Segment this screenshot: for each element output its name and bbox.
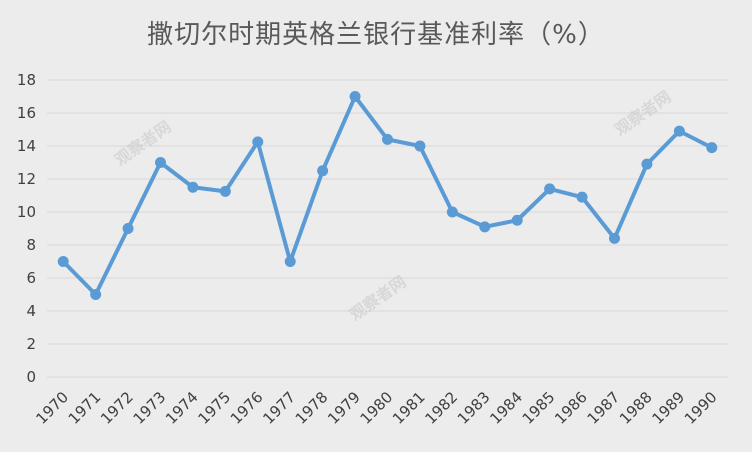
y-tick-label: 12: [17, 170, 36, 188]
data-point: [252, 136, 264, 148]
data-point: [511, 214, 523, 226]
x-tick-label: 1990: [681, 388, 721, 428]
data-point: [544, 183, 556, 195]
data-point: [414, 140, 426, 152]
x-tick-label: 1983: [454, 388, 494, 428]
data-point: [446, 206, 458, 218]
x-tick-label: 1975: [194, 388, 234, 428]
x-tick-label: 1980: [357, 388, 397, 428]
x-tick-label: 1970: [32, 388, 72, 428]
x-tick-label: 1982: [421, 388, 461, 428]
data-point: [609, 232, 620, 244]
x-tick-label: 1974: [162, 388, 202, 428]
series-rate: [57, 91, 718, 300]
gridlines: [47, 79, 728, 378]
x-tick-label: 1976: [227, 388, 267, 428]
data-point: [187, 181, 199, 193]
data-point: [90, 289, 102, 300]
x-tick-label: 1973: [130, 388, 170, 428]
data-point: [382, 133, 393, 145]
y-axis-ticks: 0 2 4 6 8 10 12 14 16 18: [17, 71, 36, 386]
y-tick-label: 10: [17, 203, 36, 221]
x-tick-label: 1987: [584, 388, 624, 428]
y-tick-label: 4: [26, 302, 36, 320]
data-point: [284, 256, 296, 267]
data-point: [349, 91, 361, 102]
x-tick-label: 1978: [292, 388, 332, 428]
chart-title: 撒切尔时期英格兰银行基准利率（%）: [147, 20, 605, 50]
data-point: [479, 221, 491, 233]
x-tick-label: 1971: [65, 388, 105, 428]
y-tick-label: 2: [26, 335, 36, 353]
data-point: [317, 165, 329, 177]
series-line: [61, 94, 713, 297]
y-tick-label: 8: [26, 236, 36, 254]
x-tick-label: 1989: [648, 388, 688, 428]
data-point: [219, 185, 231, 197]
x-tick-label: 1972: [97, 388, 137, 428]
data-point: [155, 157, 166, 168]
x-tick-label: 1977: [259, 388, 299, 428]
data-point: [706, 142, 718, 154]
x-tick-label: 1985: [519, 388, 559, 428]
x-tick-label: 1981: [389, 388, 429, 428]
data-point: [673, 125, 685, 137]
data-point: [57, 256, 69, 267]
data-point: [576, 191, 588, 203]
y-tick-label: 16: [17, 104, 36, 122]
y-tick-label: 14: [17, 137, 36, 155]
x-tick-label: 1984: [486, 388, 526, 428]
y-tick-label: 18: [17, 71, 36, 89]
y-tick-label: 6: [26, 269, 36, 287]
x-tick-label: 1986: [551, 388, 591, 428]
x-tick-label: 1988: [616, 388, 656, 428]
x-tick-label: 1979: [324, 388, 364, 428]
data-point: [122, 223, 134, 234]
y-tick-label: 0: [26, 368, 36, 386]
data-point: [641, 158, 653, 170]
x-axis-ticks: 1970197119721973197419751976197719781979…: [32, 388, 720, 428]
